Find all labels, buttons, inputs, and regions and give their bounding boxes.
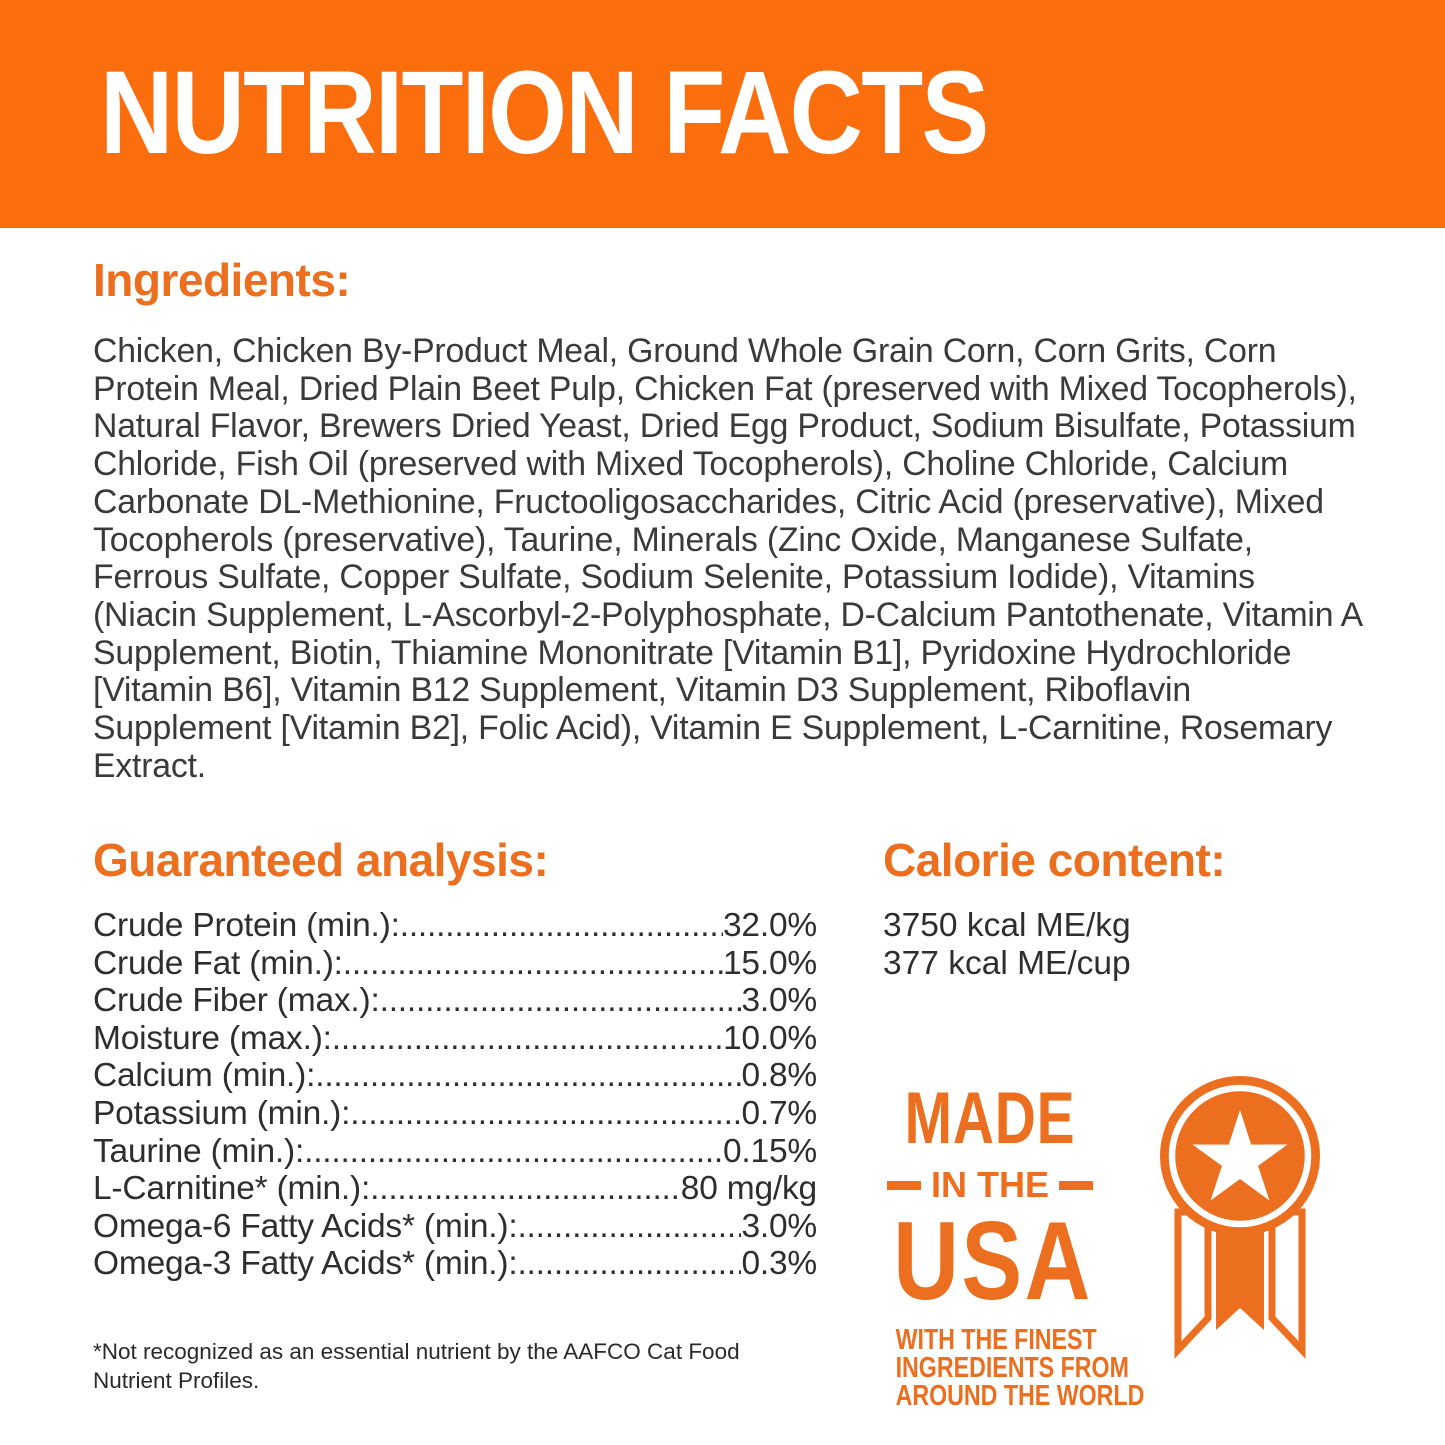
analysis-label: Moisture (max.): bbox=[93, 1019, 332, 1057]
award-ribbon-icon bbox=[1160, 1076, 1320, 1359]
in-the-label-row: IN THE bbox=[872, 1167, 1108, 1203]
dash-left bbox=[886, 1180, 921, 1190]
analysis-label: L-Carnitine* (min.): bbox=[93, 1170, 371, 1208]
dotted-leader bbox=[304, 1133, 723, 1171]
page-title: NUTRITION FACTS bbox=[100, 47, 989, 179]
dotted-leader bbox=[370, 1170, 681, 1208]
usa-subtext-line1: WITH THE FINEST bbox=[895, 1324, 1097, 1357]
analysis-label: Taurine (min.): bbox=[93, 1132, 305, 1170]
analysis-row-omega-6: Omega-6 Fatty Acids* (min.): 3.0% bbox=[93, 1208, 817, 1246]
analysis-row-moisture: Moisture (max.): 10.0% bbox=[93, 1020, 817, 1058]
analysis-row-l-carnitine: L-Carnitine* (min.): 80 mg/kg bbox=[93, 1170, 817, 1208]
dotted-leader bbox=[332, 1020, 723, 1058]
dotted-leader bbox=[380, 982, 742, 1020]
analysis-label: Omega-6 Fatty Acids* (min.): bbox=[93, 1207, 518, 1245]
usa-subtext-line2: INGREDIENTS FROM bbox=[895, 1352, 1129, 1385]
analysis-row-crude-fat: Crude Fat (min.): 15.0% bbox=[93, 945, 817, 983]
analysis-value: 3.0% bbox=[741, 982, 817, 1020]
nutrition-facts-banner: NUTRITION FACTS bbox=[0, 0, 1445, 228]
analysis-value: 0.15% bbox=[723, 1132, 817, 1170]
dotted-leader bbox=[400, 907, 723, 945]
dotted-leader bbox=[517, 1208, 741, 1246]
analysis-value: 80 mg/kg bbox=[680, 1170, 817, 1208]
analysis-value: 3.0% bbox=[741, 1207, 817, 1245]
calorie-per-kg: 3750 kcal ME/kg bbox=[883, 907, 1131, 944]
analysis-row-calcium: Calcium (min.): 0.8% bbox=[93, 1057, 817, 1095]
calorie-content-values: 3750 kcal ME/kg 377 kcal ME/cup bbox=[883, 907, 1131, 983]
analysis-label: Potassium (min.): bbox=[93, 1094, 351, 1132]
made-in-usa-seal: MADE IN THE USA WITH THE FINEST INGREDIE… bbox=[872, 1078, 1145, 1413]
dotted-leader bbox=[350, 1095, 741, 1133]
usa-label: USA bbox=[893, 1199, 1093, 1323]
analysis-row-crude-protein: Crude Protein (min.): 32.0% bbox=[93, 907, 817, 945]
made-label: MADE bbox=[904, 1078, 1076, 1159]
dotted-leader bbox=[343, 945, 723, 983]
analysis-value: 0.7% bbox=[741, 1094, 817, 1132]
in-the-label: IN THE bbox=[930, 1164, 1049, 1205]
aafco-footnote: *Not recognized as an essential nutrient… bbox=[93, 1339, 740, 1393]
analysis-value: 0.8% bbox=[741, 1057, 817, 1095]
dash-right bbox=[1059, 1180, 1093, 1190]
analysis-value: 15.0% bbox=[723, 944, 817, 982]
calorie-per-cup: 377 kcal ME/cup bbox=[883, 945, 1131, 982]
dotted-leader bbox=[517, 1245, 741, 1283]
analysis-label: Crude Fiber (max.): bbox=[93, 982, 380, 1020]
analysis-value: 10.0% bbox=[723, 1019, 817, 1057]
analysis-row-crude-fiber: Crude Fiber (max.): 3.0% bbox=[93, 982, 817, 1020]
analysis-value: 0.3% bbox=[741, 1245, 817, 1283]
guaranteed-analysis-heading: Guaranteed analysis: bbox=[93, 834, 549, 886]
ingredients-heading: Ingredients: bbox=[93, 254, 351, 306]
analysis-label: Omega-3 Fatty Acids* (min.): bbox=[93, 1245, 518, 1283]
analysis-label: Calcium (min.): bbox=[93, 1057, 316, 1095]
analysis-value: 32.0% bbox=[723, 907, 817, 944]
guaranteed-analysis-list: Crude Protein (min.): 32.0% Crude Fat (mi… bbox=[93, 907, 817, 1283]
analysis-row-omega-3: Omega-3 Fatty Acids* (min.): 0.3% bbox=[93, 1245, 817, 1283]
dotted-leader bbox=[315, 1057, 741, 1095]
analysis-row-potassium: Potassium (min.): 0.7% bbox=[93, 1095, 817, 1133]
ingredients-paragraph: Chicken, Chicken By-Product Meal, Ground… bbox=[93, 332, 1362, 785]
analysis-label: Crude Protein (min.): bbox=[93, 907, 400, 944]
analysis-row-taurine: Taurine (min.): 0.15% bbox=[93, 1133, 817, 1171]
analysis-label: Crude Fat (min.): bbox=[93, 944, 343, 982]
usa-subtext: WITH THE FINEST INGREDIENTS FROM AROUND … bbox=[872, 1324, 1145, 1413]
usa-subtext-line3: AROUND THE WORLD bbox=[895, 1380, 1145, 1413]
calorie-content-heading: Calorie content: bbox=[883, 834, 1226, 886]
